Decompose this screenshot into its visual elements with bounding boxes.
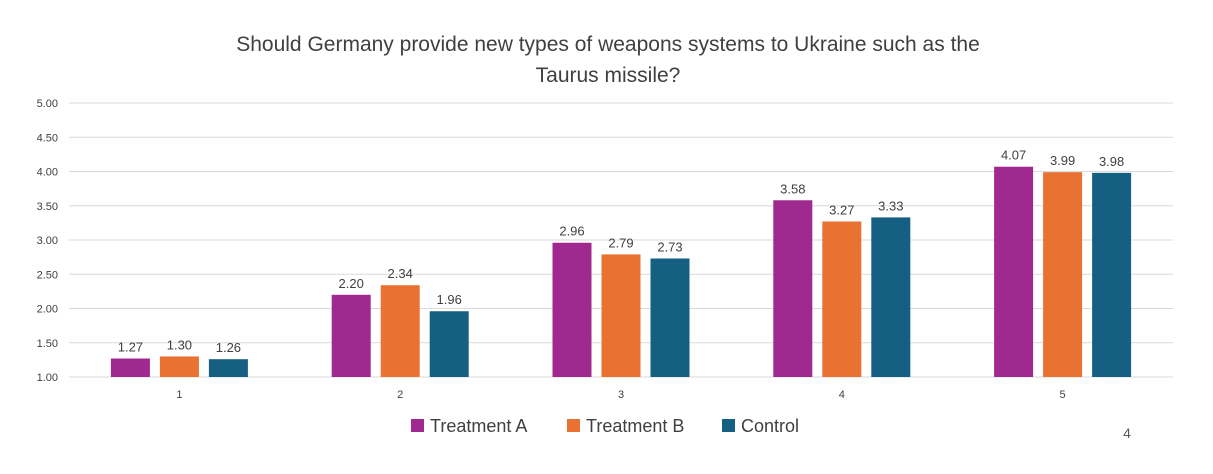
bar-control-4: [871, 217, 911, 377]
legend-label: Treatment B: [586, 416, 684, 436]
y-tick-label: 2.00: [37, 304, 58, 316]
bar-treatment-a-3: [552, 242, 592, 377]
data-labels: 1.27 1.30 1.26 2.20 2.34 1.96 2.96 2.79 2.73 3.58…: [118, 148, 1125, 355]
legend-label: Control: [741, 416, 799, 436]
legend-swatch: [411, 419, 424, 432]
bar-treatment-b-1: [159, 356, 199, 377]
chart-title-line-2: Taurus missile?: [536, 64, 681, 87]
bar-control-2: [429, 311, 469, 377]
data-label: 3.33: [878, 198, 903, 213]
y-axis-tick-labels: 1.00 1.50 2.00 2.50 3.00 3.50 4.00 4.50 5.00: [37, 98, 58, 384]
data-label: 1.26: [216, 340, 241, 355]
chart-title-line-1: Should Germany provide new types of weap…: [236, 33, 980, 56]
data-label: 1.27: [118, 340, 143, 355]
page-number: 4: [1123, 425, 1131, 441]
bar-treatment-b-4: [822, 221, 862, 377]
y-tick-label: 4.50: [37, 132, 58, 144]
x-tick-label: 1: [176, 389, 182, 401]
y-tick-label: 3.50: [37, 201, 58, 213]
legend-label: Treatment A: [430, 416, 527, 436]
bar-treatment-b-5: [1043, 172, 1083, 377]
data-label: 2.20: [339, 276, 364, 291]
bar-control-1: [208, 359, 248, 377]
bar-treatment-a-2: [331, 294, 371, 377]
data-label: 2.73: [657, 239, 682, 254]
bar-treatment-a-5: [994, 166, 1034, 377]
x-tick-label: 4: [839, 389, 845, 401]
y-tick-label: 1.00: [37, 372, 58, 384]
data-label: 4.07: [1001, 148, 1026, 163]
y-tick-label: 2.50: [37, 269, 58, 281]
x-axis-tick-labels: 1 2 3 4 5: [176, 389, 1065, 401]
data-label: 2.34: [388, 266, 413, 281]
x-tick-label: 3: [618, 389, 624, 401]
bar-treatment-a-1: [110, 358, 150, 377]
legend-swatch: [722, 419, 735, 432]
y-tick-label: 1.50: [37, 338, 58, 350]
bar-treatment-a-4: [773, 200, 813, 377]
bars: [110, 166, 1132, 377]
bar-treatment-b-3: [601, 254, 641, 377]
bar-control-3: [650, 258, 690, 377]
data-label: 3.27: [829, 203, 854, 218]
legend-swatch: [567, 419, 580, 432]
x-tick-label: 2: [397, 389, 403, 401]
data-label: 1.96: [437, 292, 462, 307]
x-tick-label: 5: [1060, 389, 1066, 401]
bar-treatment-b-2: [380, 285, 420, 377]
gridlines: [69, 102, 1173, 378]
bar-control-5: [1092, 172, 1132, 377]
legend: Treatment A Treatment B Control: [411, 416, 799, 436]
data-label: 3.58: [780, 181, 805, 196]
data-label: 3.99: [1050, 153, 1075, 168]
data-label: 2.79: [608, 235, 633, 250]
data-label: 2.96: [559, 224, 584, 239]
y-tick-label: 5.00: [37, 98, 58, 110]
y-tick-label: 4.00: [37, 167, 58, 179]
data-label: 3.98: [1099, 154, 1124, 169]
data-label: 1.30: [167, 337, 192, 352]
y-tick-label: 3.00: [37, 235, 58, 247]
